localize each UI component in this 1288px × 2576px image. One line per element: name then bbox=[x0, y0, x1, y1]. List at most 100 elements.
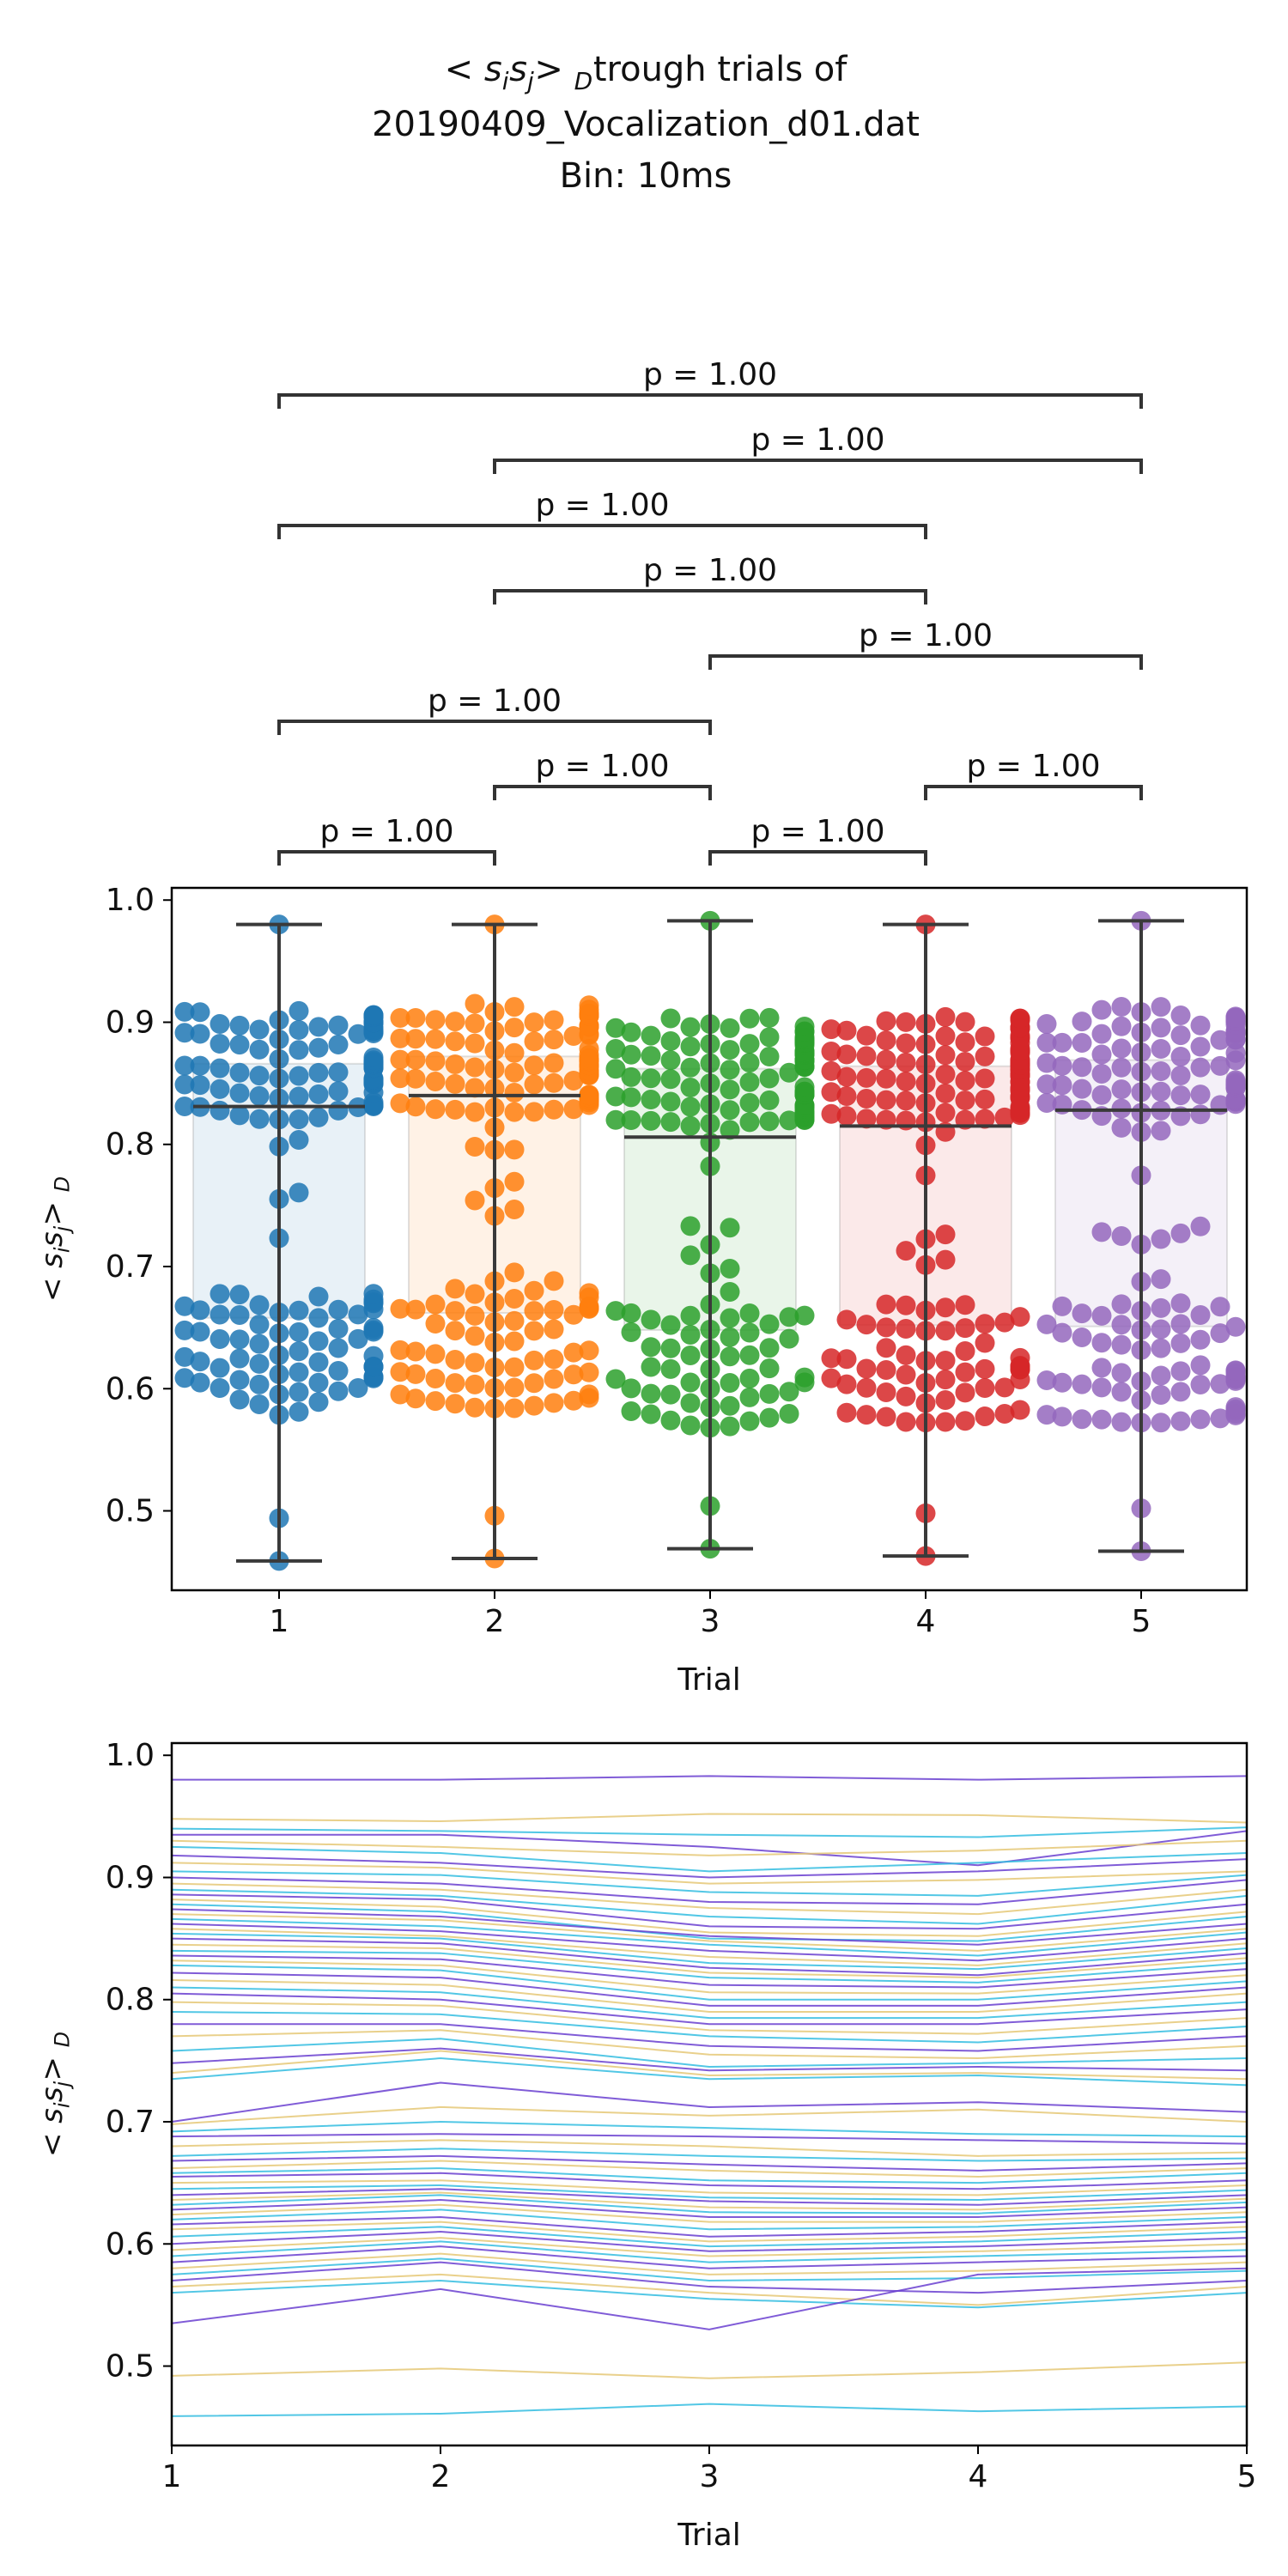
swarm-point bbox=[935, 1249, 956, 1270]
swarm-point bbox=[174, 1055, 195, 1076]
swarm-point bbox=[1036, 1314, 1057, 1334]
x-tick-label: 2 bbox=[485, 1604, 505, 1639]
swarm-point bbox=[975, 1109, 995, 1129]
swarm-point bbox=[1036, 1370, 1057, 1390]
swarm-point bbox=[720, 1120, 740, 1140]
swarm-point bbox=[1111, 1016, 1132, 1036]
swarm-point bbox=[935, 1026, 956, 1047]
series-line bbox=[171, 2279, 1248, 2309]
swarm-point bbox=[544, 1010, 564, 1030]
swarm-point bbox=[445, 1012, 465, 1032]
swarm-point bbox=[1111, 1382, 1132, 1402]
p-value-label: p = 1.00 bbox=[535, 749, 669, 784]
swarm-point bbox=[425, 1010, 446, 1030]
series-line bbox=[171, 1854, 1248, 1879]
swarm-point bbox=[1036, 1074, 1057, 1095]
swarm-point bbox=[680, 1345, 701, 1365]
series-line bbox=[171, 1876, 1248, 1905]
swarm-point bbox=[504, 997, 525, 1018]
swarm-point bbox=[1210, 1297, 1230, 1317]
swarm-point bbox=[308, 1062, 329, 1083]
series-line bbox=[171, 2029, 1248, 2060]
swarm-point bbox=[1111, 1079, 1132, 1100]
significance-bracket bbox=[277, 720, 712, 735]
swarm-point bbox=[308, 1286, 329, 1307]
swarm-point bbox=[1111, 1057, 1132, 1078]
swarm-point bbox=[405, 1388, 426, 1409]
swarm-point bbox=[975, 1333, 995, 1353]
series-line bbox=[171, 1932, 1248, 1971]
swarm-point bbox=[759, 1047, 780, 1067]
swarm-point bbox=[210, 1013, 230, 1034]
swarm-point bbox=[425, 1314, 446, 1334]
swarm-point bbox=[328, 1299, 349, 1320]
swarm-point bbox=[1151, 1338, 1171, 1358]
swarm-point bbox=[739, 1345, 760, 1365]
swarm-point bbox=[896, 1012, 916, 1032]
swarm-point bbox=[425, 1099, 446, 1120]
swarm-point bbox=[1072, 1012, 1092, 1032]
swarm-point bbox=[1052, 1406, 1072, 1427]
swarm-point bbox=[994, 1312, 1015, 1333]
swarm-point bbox=[174, 1368, 195, 1388]
swarm-point bbox=[856, 1025, 877, 1046]
swarm-point bbox=[190, 1024, 210, 1044]
swarm-point bbox=[405, 1341, 426, 1362]
swarm-point bbox=[210, 1358, 230, 1378]
title-line-2: 20190409_Vocalization_d01.dat bbox=[372, 105, 920, 144]
p-value-label: p = 1.00 bbox=[319, 814, 453, 849]
series-line bbox=[171, 2001, 1248, 2035]
swarm-point bbox=[524, 1055, 544, 1076]
series-line bbox=[171, 2160, 1248, 2178]
swarm-point bbox=[465, 1374, 485, 1394]
swarm-point bbox=[504, 1139, 525, 1160]
significance-bracket bbox=[277, 524, 927, 539]
swarm-point bbox=[955, 1052, 975, 1072]
swarm-point bbox=[190, 1055, 210, 1076]
swarm-point bbox=[641, 1404, 661, 1425]
y-axis-label: < si sj > D bbox=[35, 1176, 75, 1302]
series-line bbox=[171, 2221, 1248, 2243]
swarm-point bbox=[328, 1034, 349, 1054]
swarm-point bbox=[1036, 1032, 1057, 1053]
swarm-point bbox=[1111, 1412, 1132, 1432]
swarm-point bbox=[1072, 1303, 1092, 1324]
swarm-point bbox=[621, 1087, 641, 1108]
swarm-point bbox=[229, 1304, 250, 1325]
swarm-point bbox=[836, 1309, 857, 1330]
x-tick-label: 4 bbox=[916, 1604, 936, 1639]
series-line bbox=[171, 2172, 1248, 2190]
swarm-point bbox=[680, 1216, 701, 1236]
significance-bracket bbox=[493, 459, 1143, 474]
swarm-point bbox=[821, 1041, 841, 1061]
swarm-point bbox=[445, 1394, 465, 1414]
swarm-point bbox=[504, 1310, 525, 1331]
swarm-point bbox=[660, 1112, 681, 1133]
y-tick-label: 0.8 bbox=[106, 1127, 155, 1163]
swarm-point bbox=[759, 1111, 780, 1132]
swarm-point bbox=[641, 1383, 661, 1404]
swarm-point bbox=[1190, 1329, 1211, 1350]
swarm-point bbox=[876, 1068, 896, 1089]
swarm-point bbox=[465, 1326, 485, 1346]
swarm-point bbox=[759, 1007, 780, 1028]
swarm-point bbox=[249, 1394, 270, 1414]
swarm-point bbox=[229, 1035, 250, 1055]
series-line bbox=[171, 2267, 1248, 2330]
swarm-point bbox=[579, 1384, 599, 1405]
swarm-point bbox=[935, 1083, 956, 1103]
swarm-point bbox=[363, 1284, 384, 1304]
swarm-point bbox=[445, 1349, 465, 1370]
x-tick-label: 1 bbox=[162, 2459, 182, 2494]
swarm-point bbox=[680, 1097, 701, 1117]
swarm-point bbox=[821, 1082, 841, 1103]
swarm-point bbox=[504, 1171, 525, 1192]
series-line bbox=[171, 2121, 1248, 2138]
swarm-point bbox=[935, 1412, 956, 1432]
swarm-point bbox=[660, 1050, 681, 1071]
swarm-point bbox=[621, 1378, 641, 1399]
swarm-point bbox=[1210, 1374, 1230, 1394]
swarm-point bbox=[836, 1066, 857, 1087]
swarm-point bbox=[720, 1040, 740, 1060]
